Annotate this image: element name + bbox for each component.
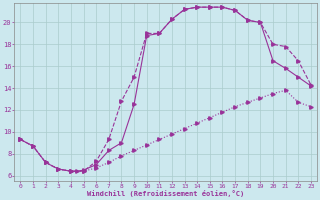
X-axis label: Windchill (Refroidissement éolien,°C): Windchill (Refroidissement éolien,°C) — [87, 190, 244, 197]
